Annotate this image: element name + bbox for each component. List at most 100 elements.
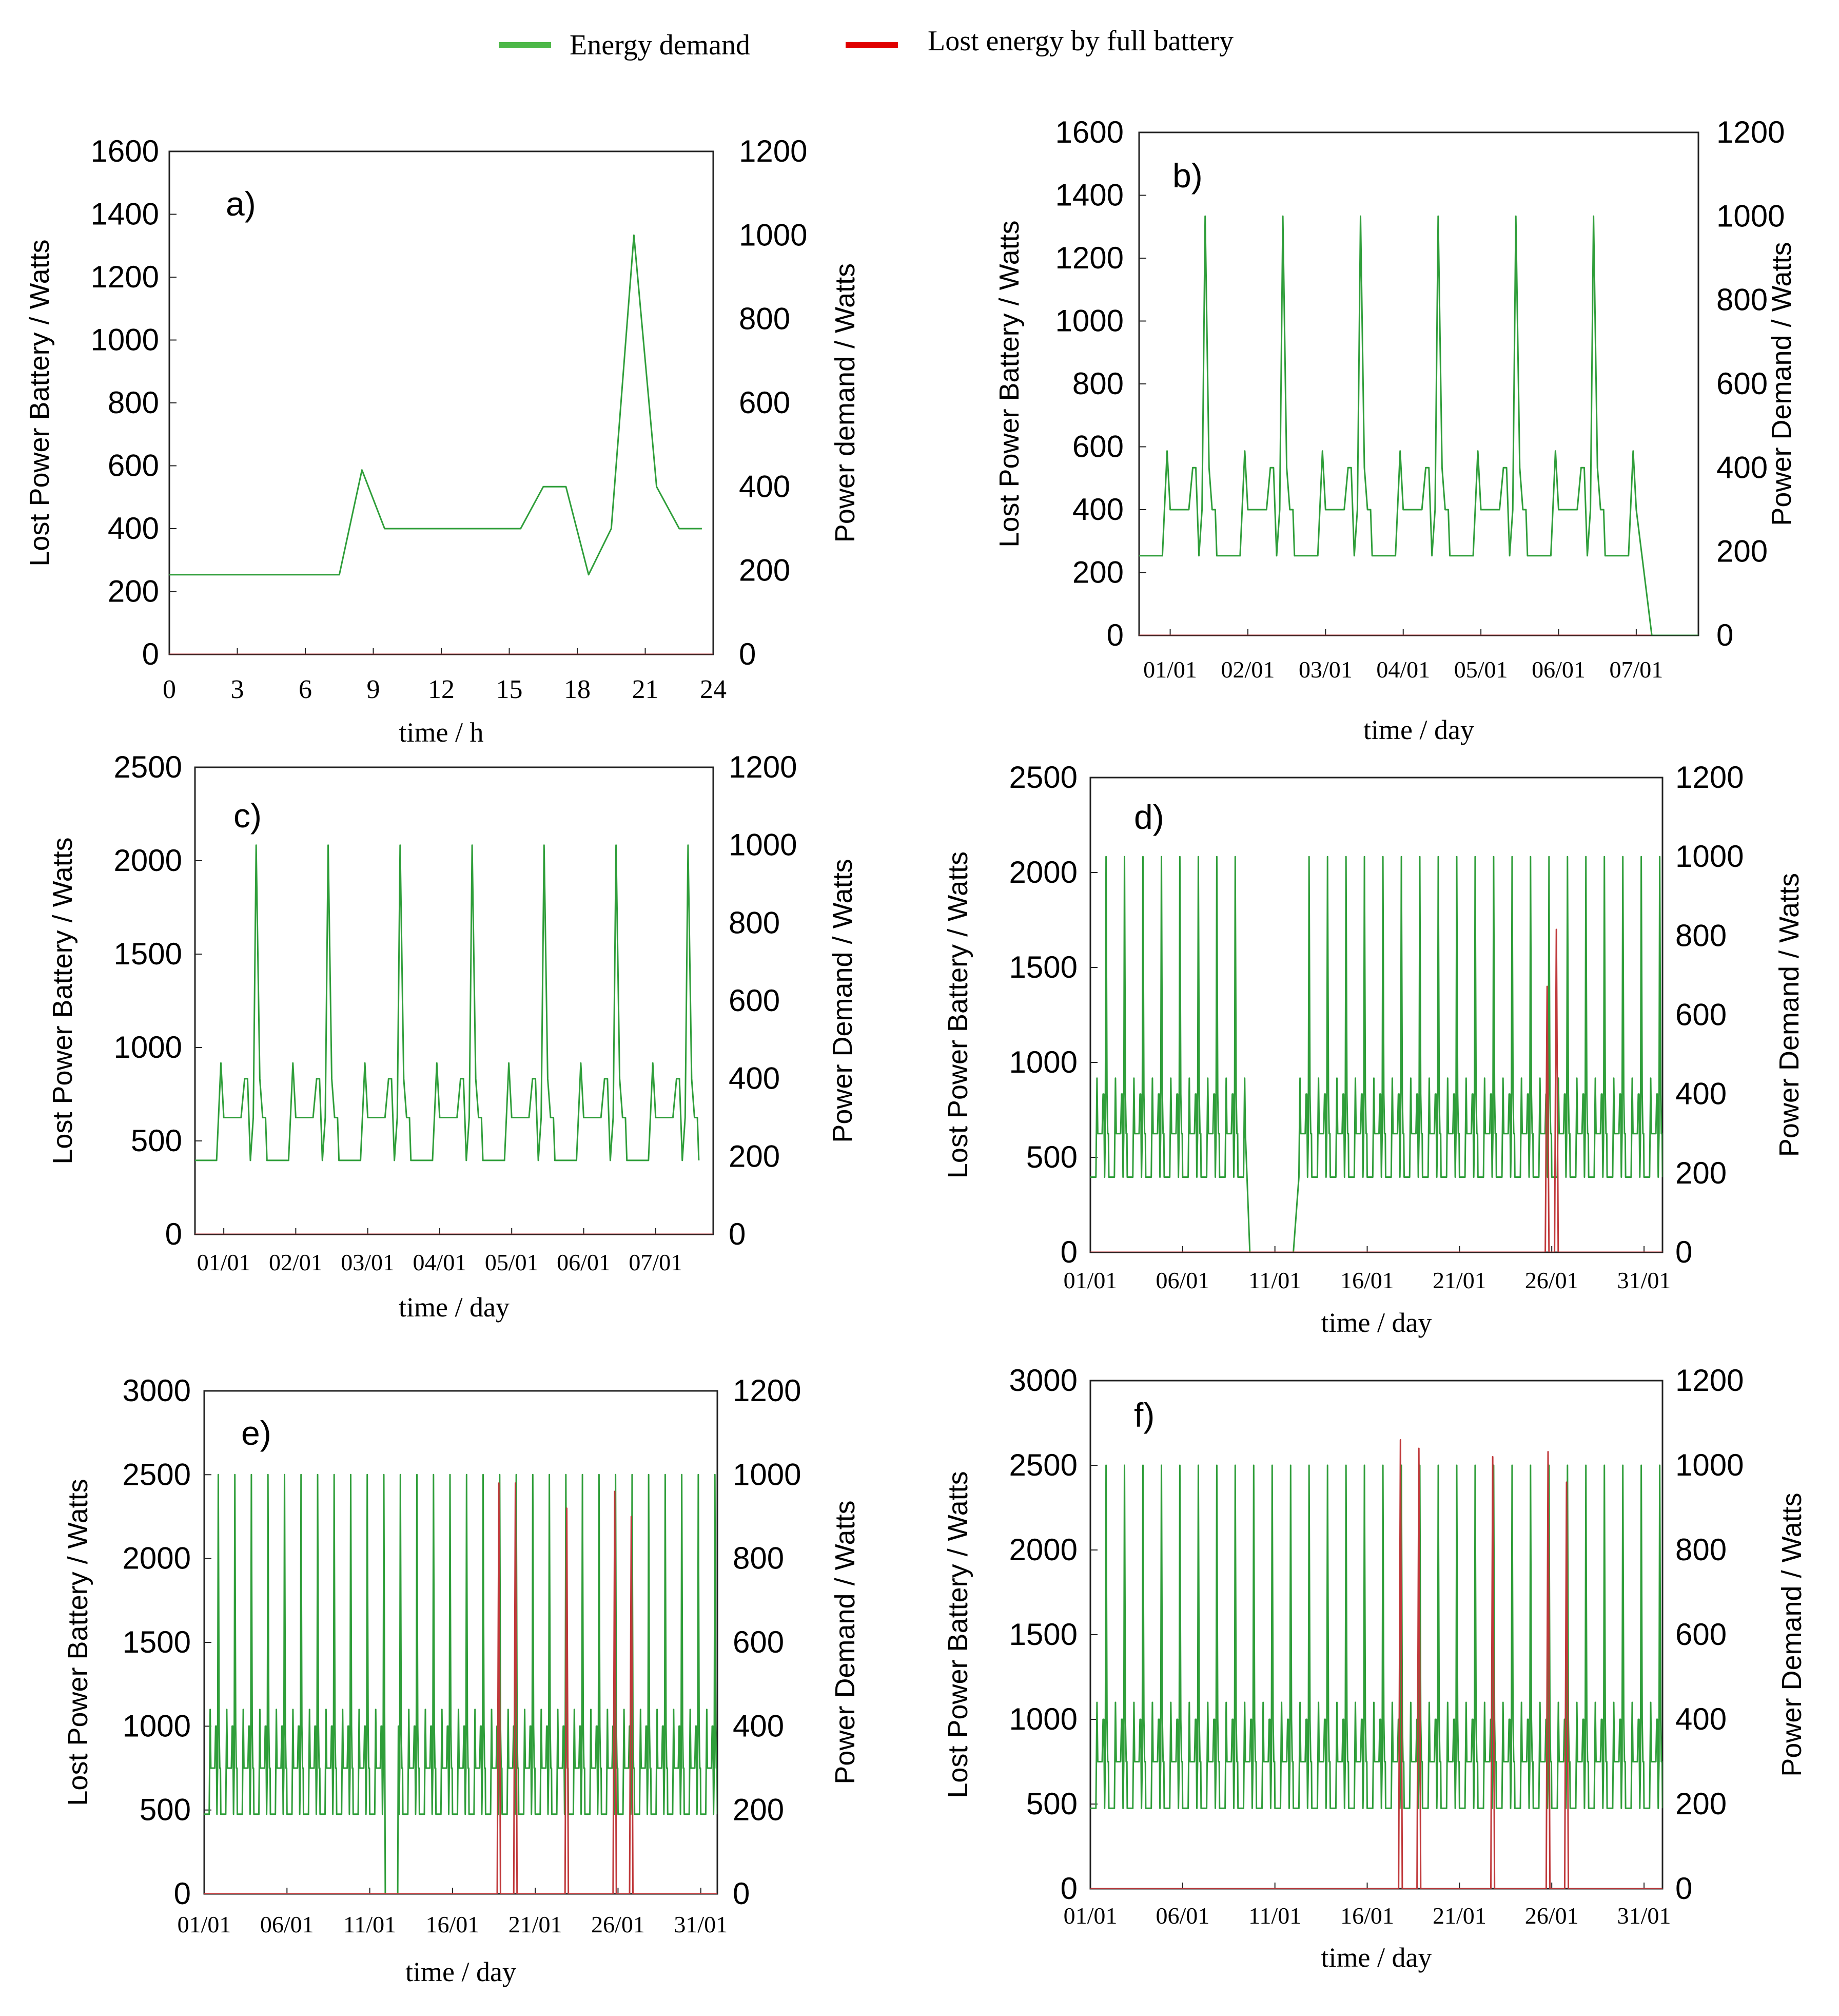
energy-demand-line [1139,215,1698,635]
x-tick-label: 21/01 [508,1911,562,1937]
right-y-tick-label: 400 [739,469,790,503]
x-tick-label: 12 [428,675,455,704]
plot-frame [1138,131,1699,636]
right-y-tick-label: 400 [1675,1702,1727,1736]
panel-label: b) [1172,157,1203,195]
left-y-tick-label: 1200 [1055,241,1124,275]
left-y-tick-label: 2000 [114,843,182,878]
left-y-tick-label: 0 [1061,1871,1078,1906]
plot-frame [1089,1380,1664,1890]
left-y-tick-label: 400 [108,511,159,546]
right-y-tick-label: 200 [1716,534,1768,569]
lost-energy-line [1090,1439,1662,1889]
left-y-tick-label: 2500 [1009,760,1078,794]
right-y-tick-label: 200 [1675,1156,1727,1190]
left-y-axis-label: Lost Power Battery / Watts [24,239,55,566]
left-y-tick-label: 500 [140,1793,191,1827]
plot-area [1090,856,1662,1252]
x-tick-label: 26/01 [1525,1267,1579,1293]
left-y-tick-label: 1400 [91,197,159,231]
right-y-tick-label: 1000 [733,1457,801,1491]
panel-label: a) [226,185,256,223]
x-tick-label: 04/01 [413,1249,467,1275]
x-tick-label: 6 [299,675,312,704]
right-y-tick-label: 600 [1675,1617,1727,1652]
right-y-tick-label: 800 [733,1541,784,1576]
x-tick-label: 05/01 [1454,656,1508,683]
plot-area [195,844,713,1234]
x-tick-label: 21/01 [1433,1267,1486,1293]
left-y-tick-label: 0 [142,637,159,671]
left-y-axis-label: Lost Power Battery / Watts [943,1471,973,1798]
left-y-axis-label: Lost Power Battery / Watts [994,220,1025,547]
x-axis-label: time / day [1363,714,1474,745]
right-y-tick-label: 200 [739,553,790,588]
right-y-axis-label: Power demand / Watts [830,263,860,542]
plot-frame [168,150,714,655]
x-tick-label: 07/01 [629,1249,682,1275]
left-y-tick-label: 600 [1072,430,1124,464]
left-y-tick-label: 1500 [1009,950,1078,984]
right-y-tick-label: 1200 [1675,1363,1744,1398]
right-y-tick-label: 1000 [739,218,807,252]
right-y-axis-label: Power Demand / Watts [1774,873,1805,1157]
plot-area [169,234,713,654]
right-y-tick-label: 0 [733,1876,750,1911]
x-tick-label: 21/01 [1433,1903,1486,1929]
panel-label: e) [241,1414,271,1452]
panel-label: c) [233,797,262,835]
left-y-tick-label: 1000 [123,1709,191,1743]
left-y-tick-label: 500 [1026,1787,1078,1821]
right-y-tick-label: 1000 [729,828,797,862]
x-tick-label: 06/01 [557,1249,611,1275]
left-y-tick-label: 1600 [91,134,159,168]
right-y-tick-label: 400 [733,1709,784,1743]
energy-demand-line [1090,1464,1662,1809]
right-y-tick-label: 200 [1675,1787,1727,1821]
left-y-tick-label: 1500 [114,937,182,971]
chart-panel-f: 0 500 1000 1500 2000 2500 3000 0 200 400 600 800 100… [943,1363,1807,1973]
plot-frame [194,766,714,1235]
x-tick-label: 16/01 [1340,1903,1394,1929]
left-y-tick-label: 400 [1072,492,1124,527]
x-tick-label: 26/01 [591,1911,645,1937]
x-tick-label: 07/01 [1609,656,1663,683]
chart-panel-b: 0 200 400 600 800 1000 1200 1400 1600 0 200 400 600 8… [994,115,1797,745]
left-y-tick-label: 500 [131,1123,182,1158]
left-y-tick-label: 1000 [1055,304,1124,338]
left-y-axis-label: Lost Power Battery / Watts [943,851,973,1178]
left-y-tick-label: 1000 [91,323,159,357]
right-y-tick-label: 200 [729,1139,780,1173]
x-tick-label: 11/01 [343,1911,396,1937]
left-y-tick-label: 800 [108,385,159,420]
x-tick-label: 03/01 [341,1249,395,1275]
right-y-tick-label: 1000 [1675,1448,1744,1482]
x-tick-label: 21 [632,675,659,704]
x-tick-label: 01/01 [1064,1903,1118,1929]
x-tick-label: 06/01 [260,1911,314,1937]
right-y-tick-label: 1000 [1675,839,1744,874]
left-y-tick-label: 600 [108,449,159,483]
chart-panel-e: 0 500 1000 1500 2000 2500 3000 0 200 400 600 800 100… [63,1373,860,1987]
chart-panel-a: 0 200 400 600 800 1000 1200 1400 1600 0 200 400 600 8… [24,134,860,748]
x-tick-label: 11/01 [1248,1267,1301,1293]
x-tick-label: 18 [564,675,591,704]
x-tick-label: 01/01 [178,1911,231,1937]
left-y-tick-label: 800 [1072,366,1124,401]
x-tick-label: 06/01 [1156,1267,1209,1293]
right-y-tick-label: 400 [729,1061,780,1096]
right-y-tick-label: 600 [1716,366,1768,401]
x-tick-label: 24 [700,675,727,704]
left-y-tick-label: 1500 [123,1625,191,1659]
panel-label: f) [1134,1396,1155,1434]
left-y-tick-label: 500 [1026,1140,1078,1174]
right-y-axis-label: Power Demand / Watts [830,1500,860,1784]
x-axis-label: time / day [399,1292,510,1323]
left-y-tick-label: 200 [108,574,159,609]
x-tick-label: 31/01 [674,1911,728,1937]
right-y-tick-label: 1000 [1716,199,1785,233]
left-y-tick-label: 1500 [1009,1617,1078,1652]
right-y-axis-label: Power Demand / Watts [1776,1492,1807,1776]
left-y-tick-label: 3000 [123,1373,191,1408]
lost-energy-line [204,1482,717,1894]
